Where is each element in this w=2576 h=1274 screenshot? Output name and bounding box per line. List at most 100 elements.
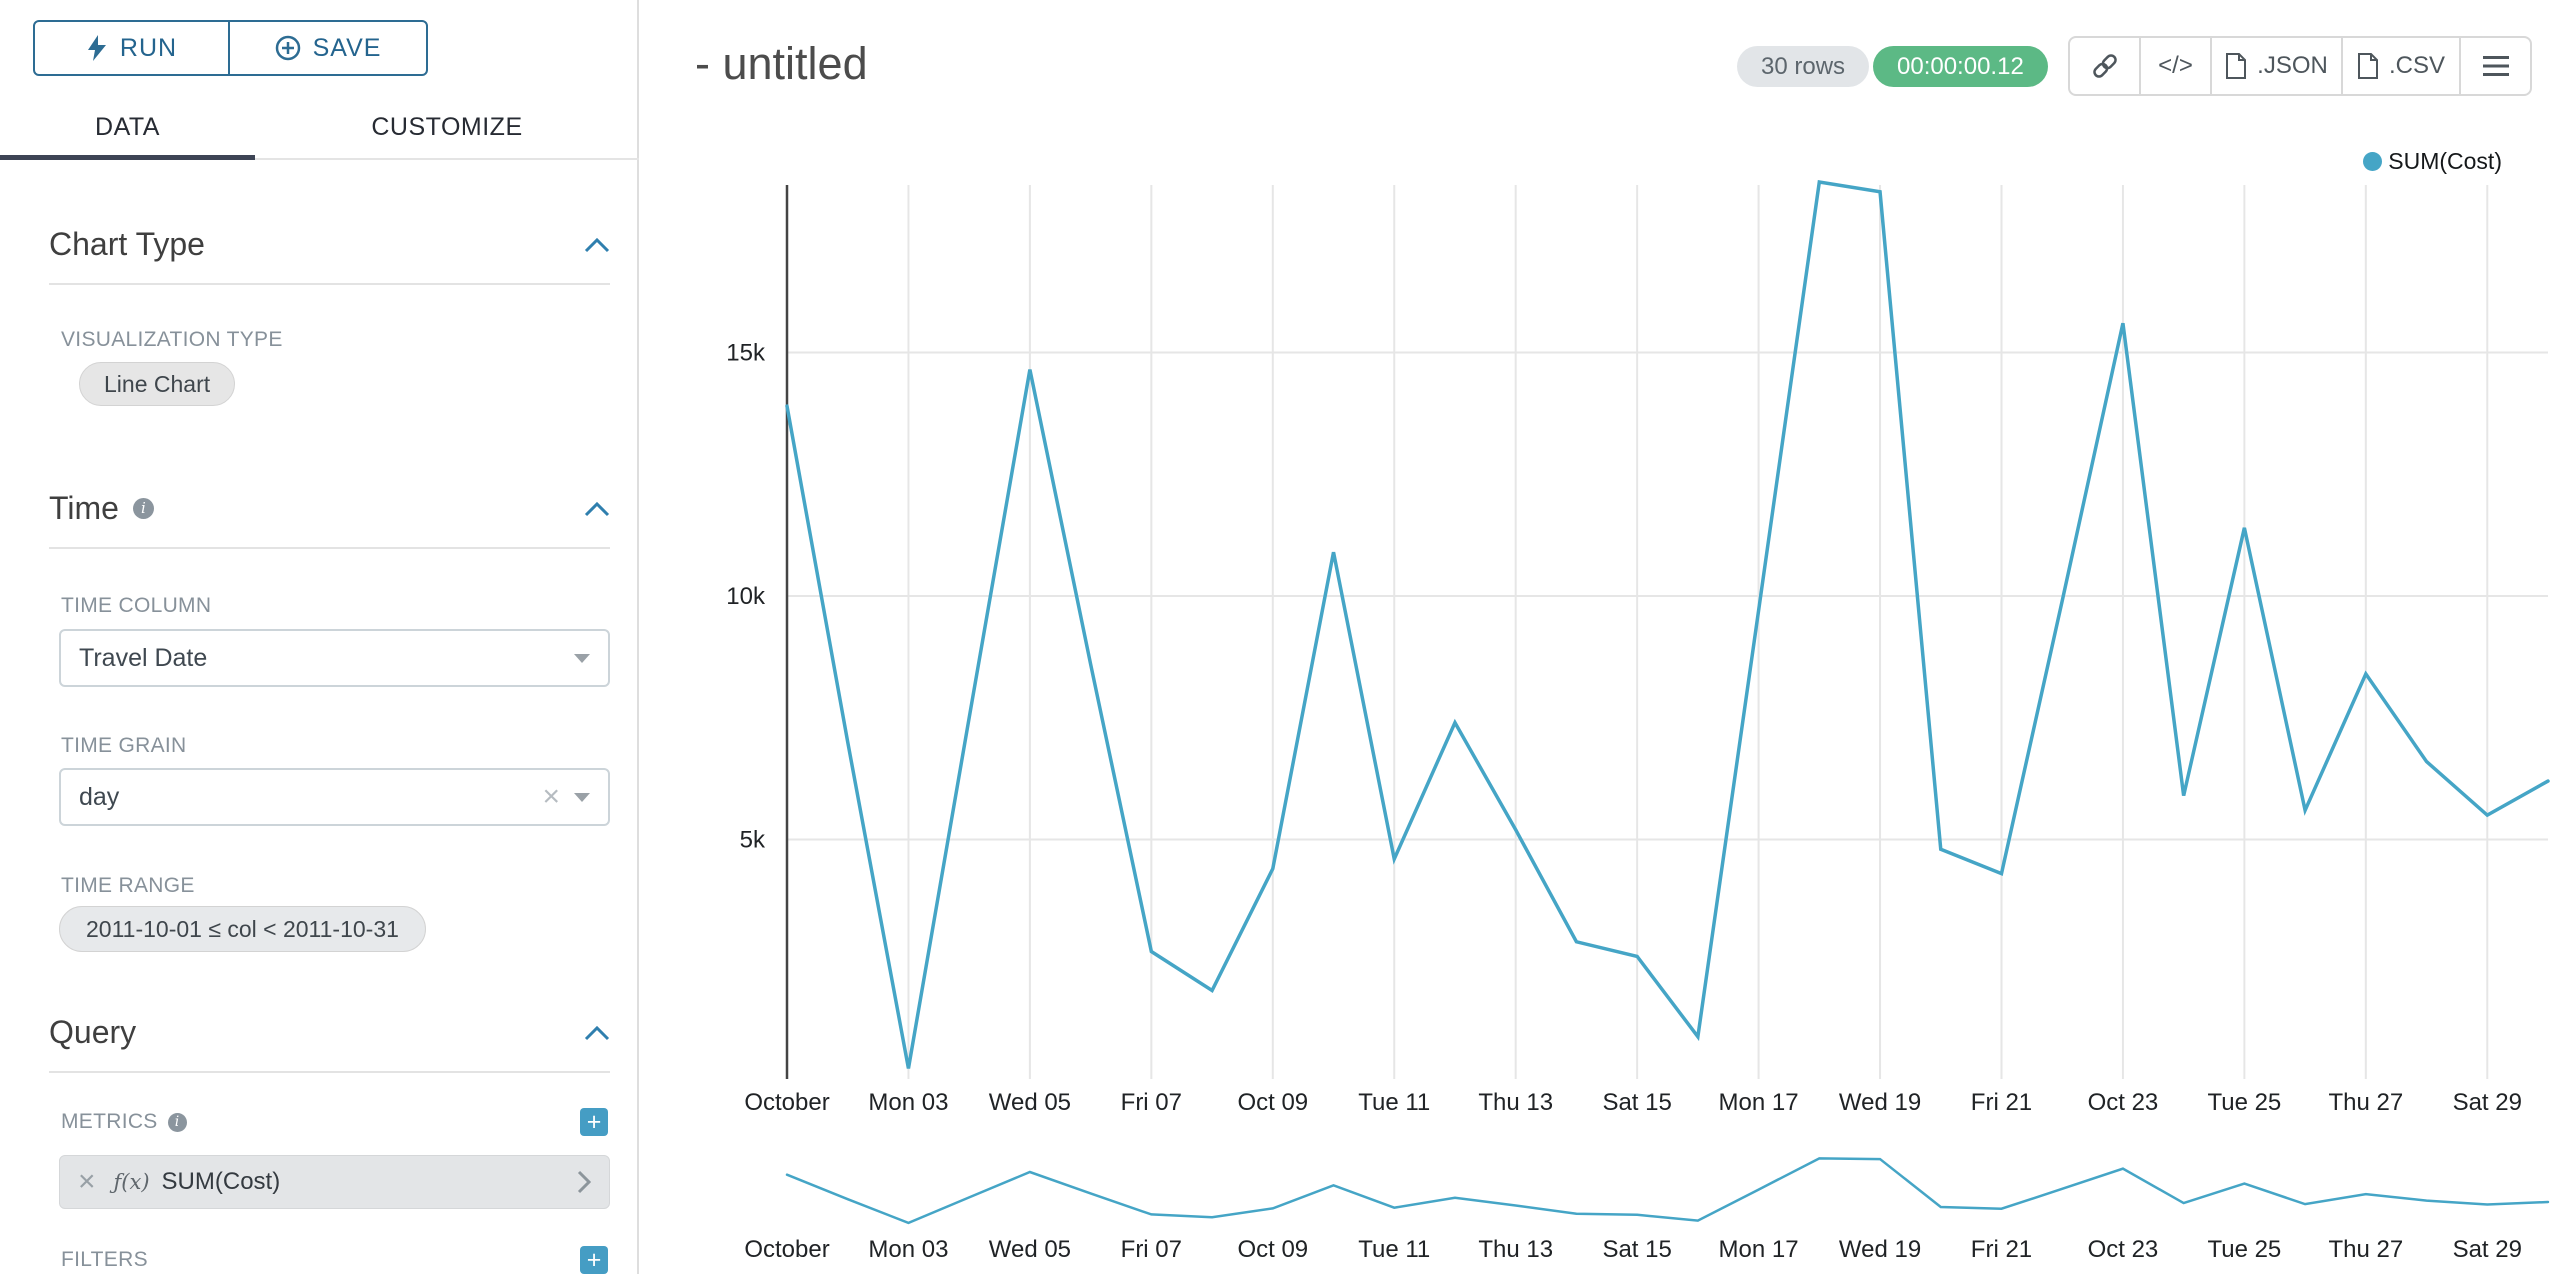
section-time-header: Time i xyxy=(49,490,610,527)
divider xyxy=(49,547,610,549)
visualization-type-label: VISUALIZATION TYPE xyxy=(61,328,283,351)
collapse-chevron-icon[interactable] xyxy=(584,501,610,517)
context-x-tick-label: Fri 21 xyxy=(1971,1236,2032,1263)
time-column-label: TIME COLUMN xyxy=(61,594,212,617)
chevron-down-icon xyxy=(574,792,590,802)
query-timer-badge: 00:00:00.12 xyxy=(1873,46,2048,87)
time-range-label: TIME RANGE xyxy=(61,874,195,897)
run-button-label: RUN xyxy=(119,33,178,62)
legend-series-dot xyxy=(2363,152,2383,171)
file-icon xyxy=(2357,53,2378,79)
clear-icon[interactable]: × xyxy=(542,780,560,813)
plus-circle-icon xyxy=(275,35,300,61)
context-series-line xyxy=(785,1157,2550,1225)
x-tick-label: Wed 19 xyxy=(1839,1089,1921,1116)
context-x-tick-label: Sat 29 xyxy=(2453,1236,2522,1263)
chart-plot-area[interactable] xyxy=(787,185,2548,1079)
chevron-down-icon xyxy=(574,653,590,663)
function-badge: ƒ(x) xyxy=(113,1170,150,1194)
x-tick-label: Mon 17 xyxy=(1719,1089,1799,1116)
x-tick-label: October xyxy=(744,1089,829,1116)
context-x-tick-label: Oct 23 xyxy=(2088,1236,2159,1263)
divider xyxy=(49,1071,610,1073)
collapse-chevron-icon[interactable] xyxy=(584,1025,610,1041)
add-filter-button[interactable]: + xyxy=(580,1246,608,1274)
x-tick-label: Sat 15 xyxy=(1602,1089,1671,1116)
time-column-value: Travel Date xyxy=(79,643,208,672)
x-tick-label: Tue 25 xyxy=(2207,1089,2281,1116)
metric-item[interactable]: × ƒ(x) SUM(Cost) xyxy=(59,1155,610,1209)
time-grain-label: TIME GRAIN xyxy=(61,734,187,757)
x-tick-label: Oct 09 xyxy=(1237,1089,1308,1116)
info-icon[interactable]: i xyxy=(132,498,154,519)
remove-metric-icon[interactable]: × xyxy=(78,1165,96,1198)
context-x-tick-label: Mon 17 xyxy=(1719,1236,1799,1263)
x-tick-label: Thu 13 xyxy=(1478,1089,1553,1116)
share-link-button[interactable] xyxy=(2068,36,2141,96)
context-x-tick-label: Tue 11 xyxy=(1358,1236,1430,1263)
x-tick-label: Wed 05 xyxy=(989,1089,1071,1116)
visualization-type-value[interactable]: Line Chart xyxy=(79,362,236,406)
lightning-bolt-icon xyxy=(87,35,106,61)
y-tick-label: 15k xyxy=(726,340,766,367)
add-metric-button[interactable]: + xyxy=(580,1108,608,1136)
file-icon xyxy=(2226,53,2247,79)
time-grain-select[interactable]: day × xyxy=(59,768,610,826)
export-json-button[interactable]: .JSON xyxy=(2210,36,2343,96)
run-button[interactable]: RUN xyxy=(33,20,230,76)
view-query-button[interactable]: </> xyxy=(2139,36,2212,96)
export-csv-button[interactable]: .CSV xyxy=(2341,36,2461,96)
x-tick-label: Tue 11 xyxy=(1358,1089,1430,1116)
collapse-chevron-icon[interactable] xyxy=(584,237,610,253)
code-icon: </> xyxy=(2158,52,2193,79)
context-x-tick-label: Fri 07 xyxy=(1121,1236,1182,1263)
x-tick-label: Thu 27 xyxy=(2328,1089,2403,1116)
metric-value: SUM(Cost) xyxy=(161,1168,281,1195)
y-tick-label: 10k xyxy=(726,583,766,610)
context-x-tick-label: Oct 09 xyxy=(1237,1236,1308,1263)
context-x-tick-label: Thu 27 xyxy=(2328,1236,2403,1263)
active-tab-underline xyxy=(0,155,255,160)
action-buttons: RUN SAVE xyxy=(33,20,428,76)
time-grain-value: day xyxy=(79,782,120,811)
menu-button[interactable] xyxy=(2459,36,2532,96)
x-tick-label: Fri 21 xyxy=(1971,1089,2032,1116)
context-x-tick-label: Sat 15 xyxy=(1602,1236,1671,1263)
section-query-header: Query xyxy=(49,1014,610,1051)
time-range-value[interactable]: 2011-10-01 ≤ col < 2011-10-31 xyxy=(59,906,426,952)
tab-customize[interactable]: CUSTOMIZE xyxy=(371,113,523,141)
legend-series-label: SUM(Cost) xyxy=(2388,148,2502,174)
panel-tabs: DATA CUSTOMIZE xyxy=(0,98,639,160)
section-chart-type-title: Chart Type xyxy=(49,226,205,262)
context-x-tick-label: Thu 13 xyxy=(1478,1236,1553,1263)
cost-series-line xyxy=(785,180,2550,1069)
context-x-tick-label: Wed 19 xyxy=(1839,1236,1921,1263)
info-icon[interactable]: i xyxy=(167,1112,187,1132)
hamburger-icon xyxy=(2482,56,2509,76)
x-tick-label: Mon 03 xyxy=(868,1089,948,1116)
x-tick-label: Oct 23 xyxy=(2088,1089,2159,1116)
chart-legend[interactable]: SUM(Cost) xyxy=(2363,148,2502,175)
context-x-tick-label: October xyxy=(744,1236,829,1263)
context-x-tick-label: Mon 03 xyxy=(868,1236,948,1263)
section-chart-type-header: Chart Type xyxy=(49,226,610,263)
filters-label: FILTERS xyxy=(61,1248,148,1271)
time-column-select[interactable]: Travel Date xyxy=(59,629,610,687)
section-query-title: Query xyxy=(49,1014,137,1050)
x-tick-label: Sat 29 xyxy=(2453,1089,2522,1116)
x-tick-label: Fri 07 xyxy=(1121,1089,1182,1116)
chevron-right-icon xyxy=(577,1170,591,1194)
save-button[interactable]: SAVE xyxy=(228,20,428,76)
export-button-group: </> .JSON .CSV xyxy=(2068,36,2532,96)
chart-title[interactable]: - untitled xyxy=(695,38,868,89)
context-x-tick-label: Wed 05 xyxy=(989,1236,1071,1263)
tab-data[interactable]: DATA xyxy=(95,113,160,141)
explore-control-panel: RUN SAVE DATA CUSTOMIZE Chart Type VISUA… xyxy=(0,0,639,1274)
y-tick-label: 5k xyxy=(740,827,766,854)
link-icon xyxy=(2092,54,2117,78)
filters-header-row: FILTERS + xyxy=(61,1246,608,1274)
divider xyxy=(49,283,610,285)
context-x-tick-label: Tue 25 xyxy=(2207,1236,2281,1263)
row-count-badge: 30 rows xyxy=(1737,46,1870,87)
